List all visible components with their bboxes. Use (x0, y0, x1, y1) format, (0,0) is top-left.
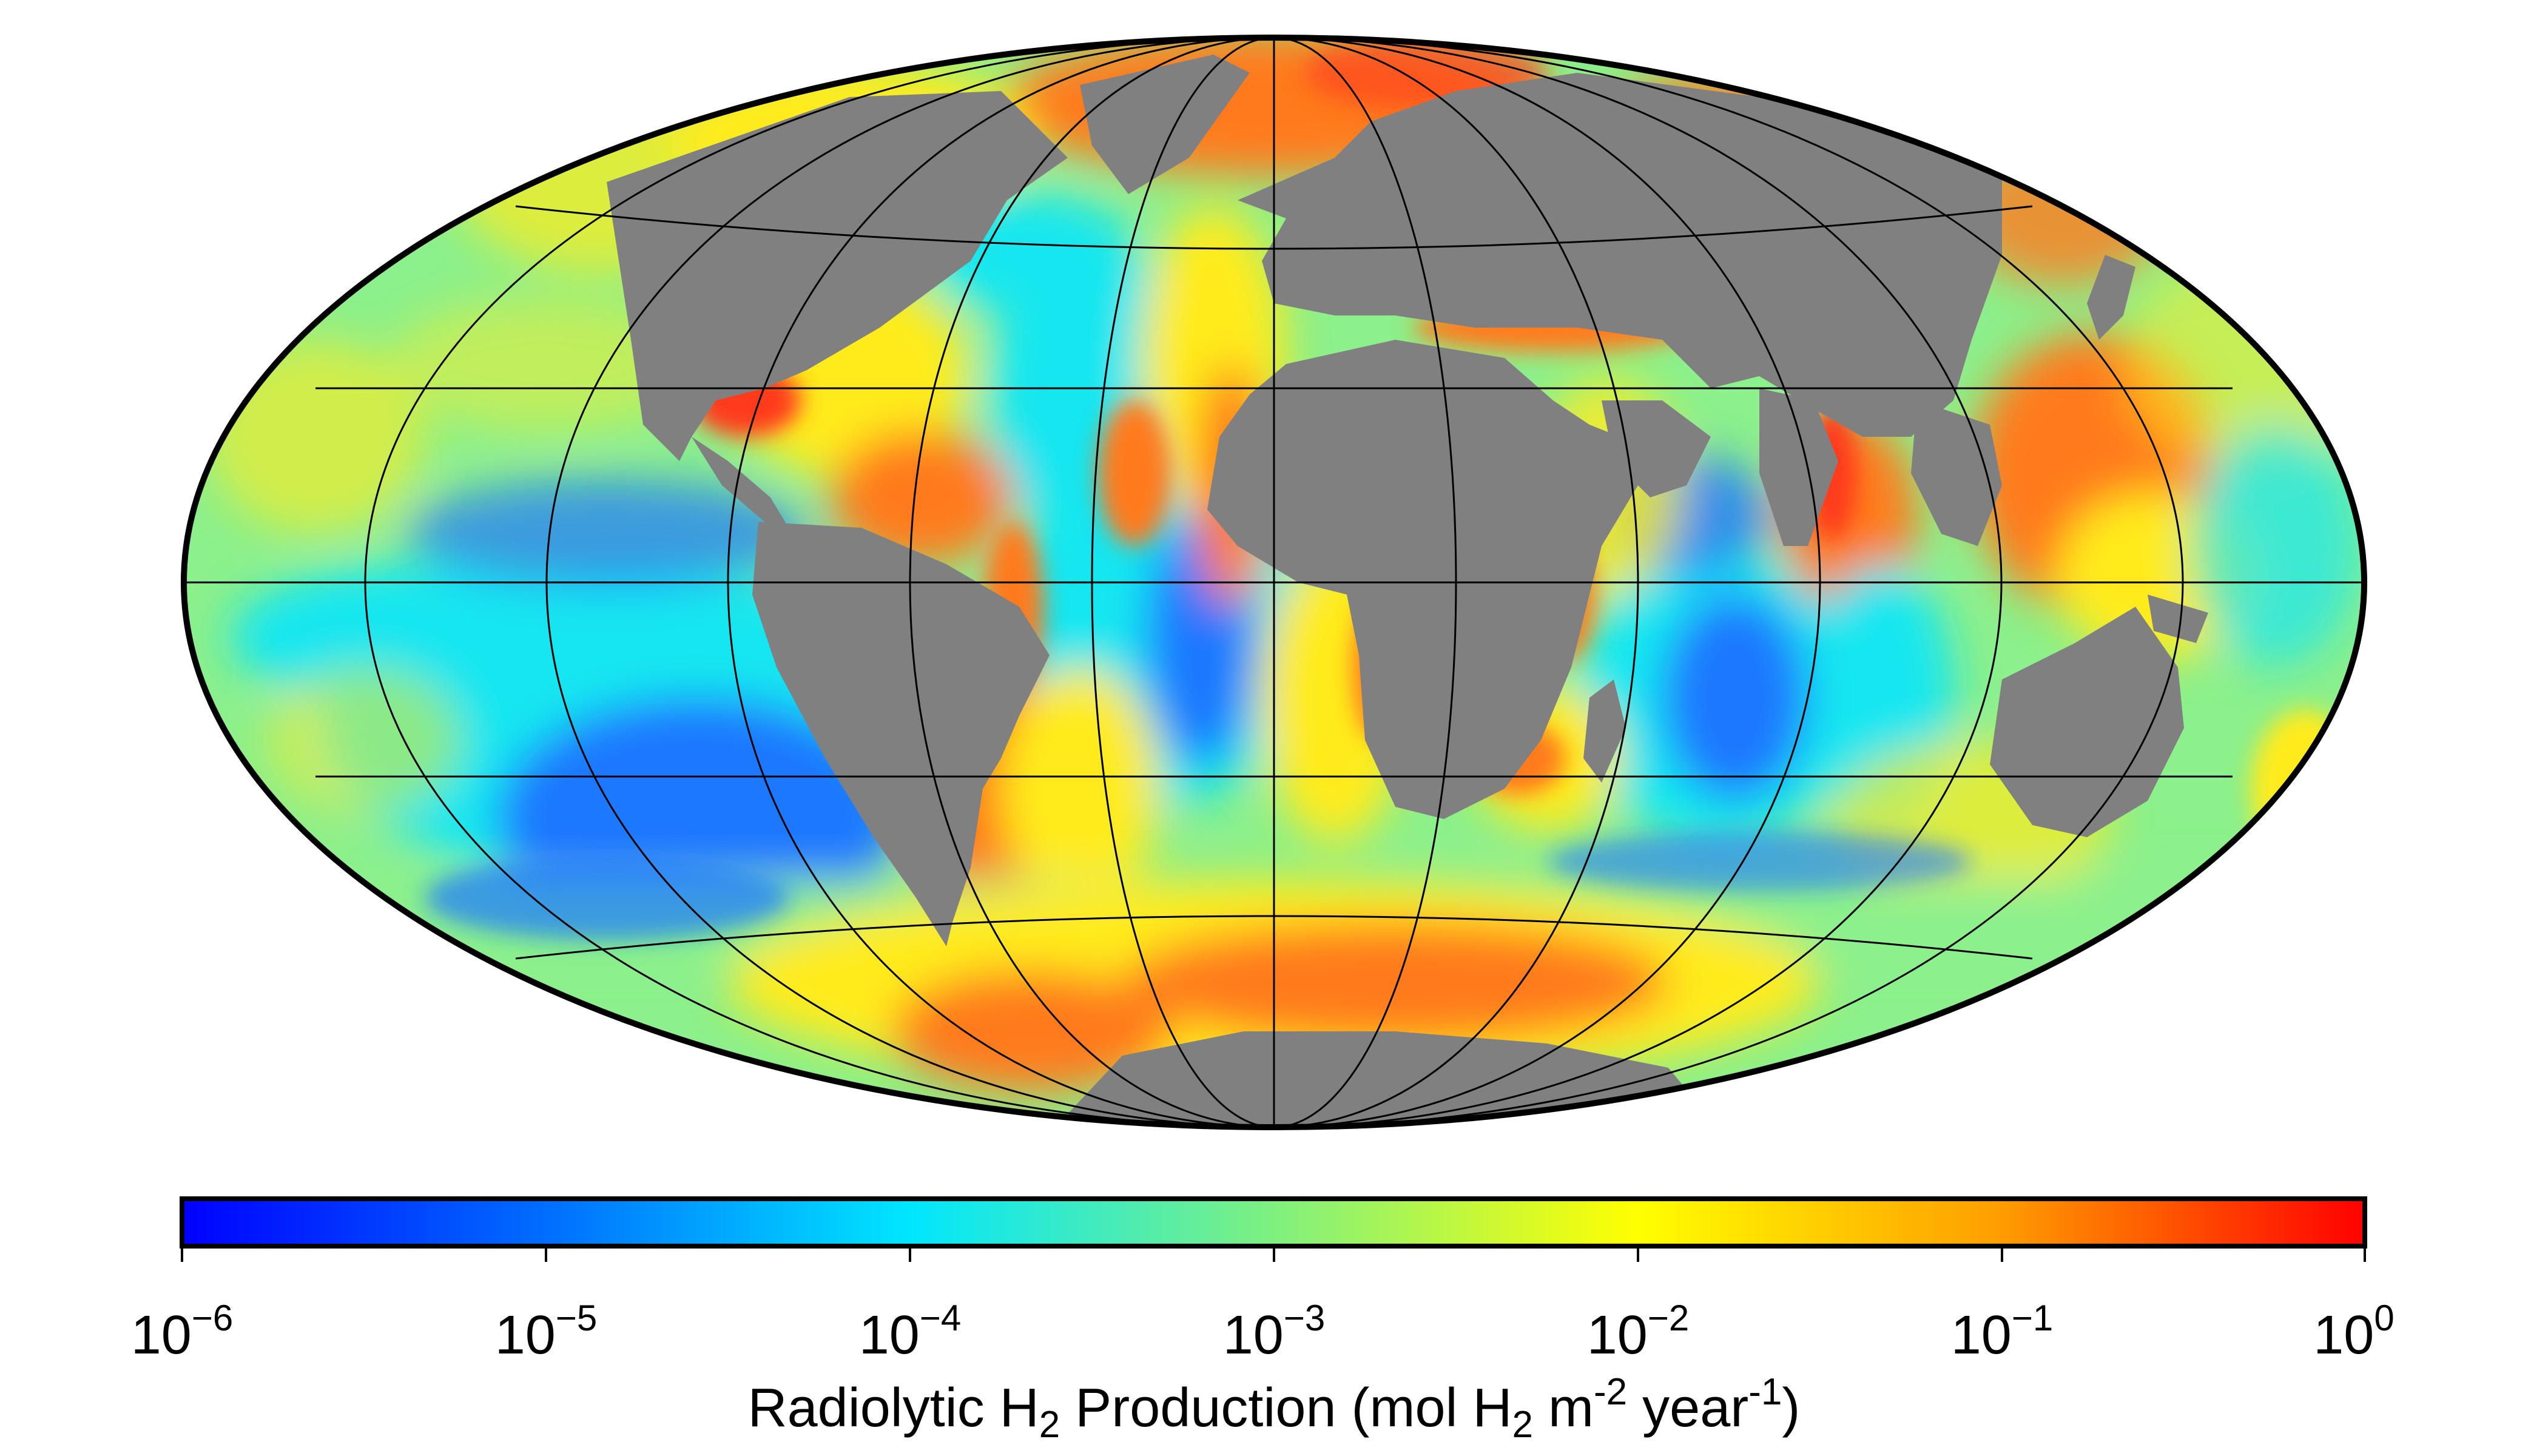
land-south-america (752, 522, 1050, 946)
colorbar-tick-label: 10−1 (1950, 1298, 2054, 1366)
meridian-150 (364, 38, 2184, 1127)
colorbar-ticks (181, 1246, 2366, 1262)
land-central-america (692, 437, 789, 528)
land-southeast-asia (1911, 400, 2002, 546)
land-new-guinea (2148, 595, 2208, 643)
meridian-30 (1091, 38, 1457, 1127)
land-japan (2087, 255, 2135, 340)
land-arabia (1602, 400, 1711, 497)
land-africa (1207, 340, 1650, 819)
land-madagascar (1583, 679, 1626, 783)
land-india (1759, 388, 1838, 546)
colorbar-tick-label: 10−2 (1586, 1298, 1690, 1366)
globe (184, 38, 2364, 1127)
land-north-america (607, 91, 1068, 461)
meridian-60 (545, 38, 2003, 1127)
meridian-90 (727, 38, 1821, 1127)
globe-outline (181, 35, 2367, 1130)
graticule (184, 38, 2364, 1127)
colorbar-gradient (180, 1196, 2367, 1249)
colorbar-title: Radiolytic H2 Production (mol H2 m-2 yea… (747, 1371, 1801, 1446)
colorbar-tick-label: 10−6 (130, 1298, 234, 1366)
meridian-120 (909, 38, 1639, 1127)
land-australia (1990, 607, 2184, 837)
land-eurasia (1238, 73, 2002, 437)
colorbar (180, 1196, 2367, 1262)
colorbar-tick-label: 10−5 (494, 1298, 598, 1366)
land-greenland (1080, 55, 1250, 194)
colorbar-tick-label: 10−3 (1222, 1298, 1326, 1366)
colorbar-tick-label: 10−4 (858, 1298, 962, 1366)
colorbar-tick-label: 100 (2313, 1298, 2395, 1366)
